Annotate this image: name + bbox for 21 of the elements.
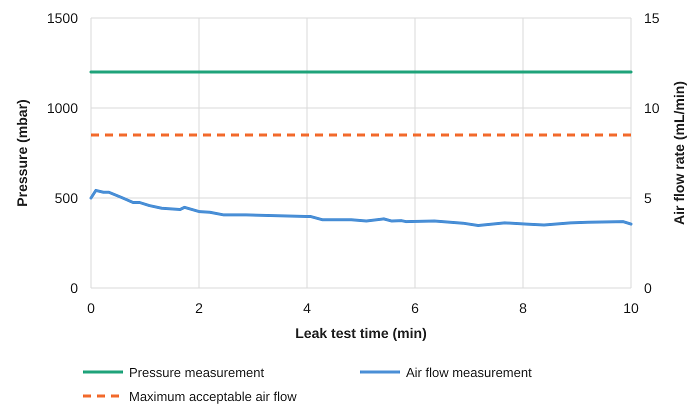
y2-tick-label: 15 xyxy=(644,10,660,26)
legend-label: Air flow measurement xyxy=(406,365,532,380)
line-series xyxy=(90,188,632,228)
x-tick-label: 2 xyxy=(195,300,204,316)
x-tick-label: 8 xyxy=(519,300,528,316)
y2-tick-label: 0 xyxy=(644,280,652,296)
y-tick-label: 0 xyxy=(70,280,78,296)
y-tick-label: 1500 xyxy=(46,10,78,26)
y2-axis-title: Air flow rate (mL/min) xyxy=(671,81,687,225)
x-tick-label: 10 xyxy=(623,300,639,316)
y-axis-title: Pressure (mbar) xyxy=(14,99,30,207)
y-tick-label: 1000 xyxy=(46,100,78,116)
x-tick-label: 6 xyxy=(411,300,420,316)
x-tick-label: 4 xyxy=(303,300,312,316)
y2-tick-label: 10 xyxy=(644,100,660,116)
x-tick-label: 0 xyxy=(87,300,96,316)
y2-tick-label: 5 xyxy=(644,190,652,206)
legend-label: Maximum acceptable air flow xyxy=(129,389,298,404)
x-axis-title: Leak test time (min) xyxy=(295,325,427,341)
y-tick-label: 500 xyxy=(54,190,78,206)
legend-label: Pressure measurement xyxy=(129,365,264,380)
